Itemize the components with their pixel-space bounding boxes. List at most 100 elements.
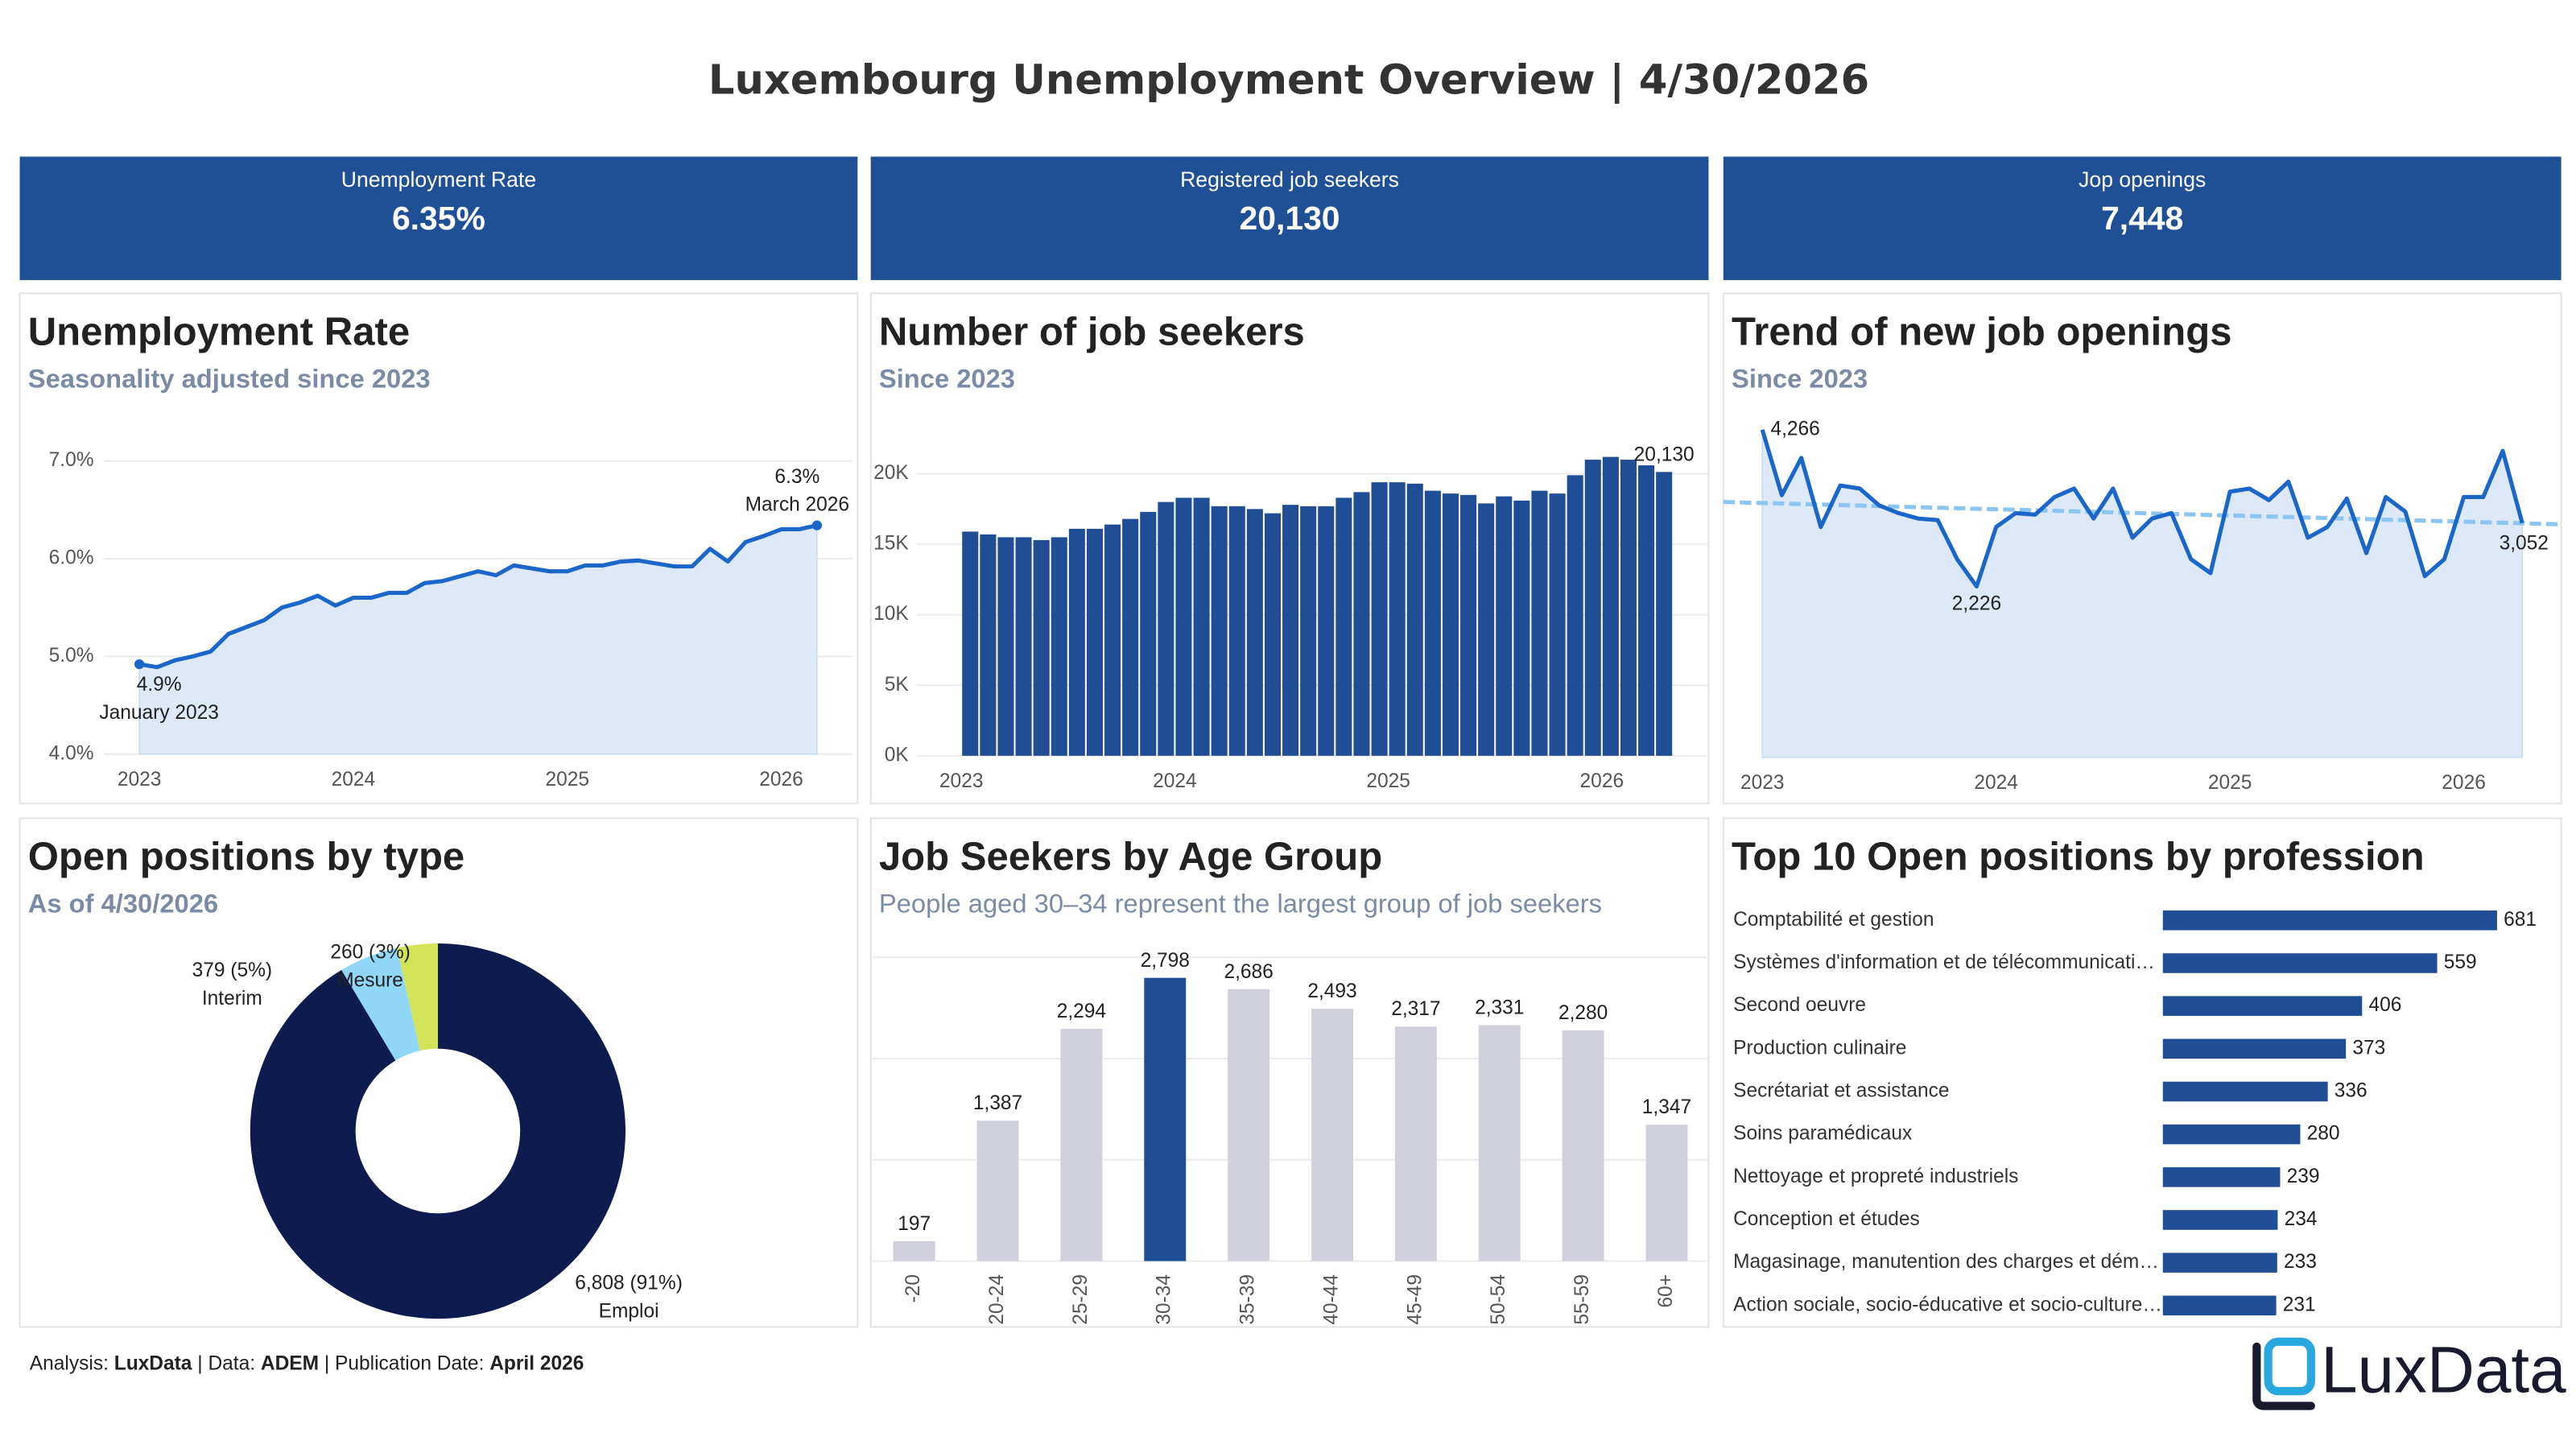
bar bbox=[1060, 1029, 1103, 1261]
chart-subtitle: Since 2023 bbox=[879, 363, 1015, 393]
bar bbox=[2162, 1124, 2301, 1145]
trend-line bbox=[1723, 500, 2562, 526]
bar bbox=[1158, 502, 1174, 756]
data-label: 1,347 bbox=[1642, 1096, 1691, 1118]
y-tick-label: 4.0% bbox=[49, 742, 94, 764]
bar bbox=[1144, 977, 1187, 1261]
annotation: March 2026 bbox=[745, 494, 849, 516]
data-label: 260 (3%) bbox=[330, 942, 410, 964]
bar bbox=[1228, 989, 1270, 1261]
x-tick-label: 2023 bbox=[939, 770, 984, 792]
kpi-value: 20,130 bbox=[1240, 200, 1340, 237]
bar bbox=[1478, 503, 1495, 756]
data-label: 2,226 bbox=[1952, 592, 2001, 614]
y-tick-label: 6.0% bbox=[49, 547, 94, 568]
x-tick-label: 2024 bbox=[1974, 772, 2018, 794]
category-label: Conception et études bbox=[1733, 1208, 1920, 1230]
bar bbox=[2162, 1210, 2278, 1230]
kpi-card bbox=[870, 156, 1709, 280]
category-label: Soins paramédicaux bbox=[1733, 1123, 1912, 1145]
slice bbox=[250, 943, 625, 1319]
y-tick-label: 20K bbox=[873, 462, 909, 484]
panel bbox=[1722, 817, 2562, 1328]
bar bbox=[1104, 524, 1121, 756]
category-label: Comptabilité et gestion bbox=[1733, 909, 1934, 931]
chart-title: Number of job seekers bbox=[879, 310, 1305, 353]
bar bbox=[997, 537, 1014, 756]
data-label: 2,294 bbox=[1057, 1001, 1106, 1022]
bar bbox=[1562, 1030, 1604, 1261]
data-label: 406 bbox=[2368, 994, 2401, 1016]
x-tick-label: 50-54 bbox=[1488, 1274, 1509, 1325]
x-tick-label: 2026 bbox=[759, 769, 803, 791]
bar bbox=[962, 531, 979, 756]
bar bbox=[2162, 910, 2497, 931]
x-tick-label: 2024 bbox=[1153, 770, 1197, 792]
point bbox=[134, 658, 145, 670]
line bbox=[1760, 429, 2524, 589]
bar bbox=[1051, 537, 1067, 756]
chart-title: Trend of new job openings bbox=[1732, 310, 2231, 353]
bar bbox=[1371, 482, 1388, 756]
chart-subtitle: As of 4/30/2026 bbox=[28, 889, 218, 919]
y-tick-label: 5.0% bbox=[49, 645, 94, 667]
data-label: 2,317 bbox=[1391, 998, 1440, 1020]
bar bbox=[1264, 513, 1281, 756]
category-label: Interim bbox=[202, 988, 262, 1009]
bar bbox=[1638, 465, 1655, 756]
logo-shape bbox=[2264, 1337, 2315, 1396]
x-tick-label: 2026 bbox=[2442, 772, 2486, 794]
x-tick-label: 2023 bbox=[118, 769, 162, 791]
bar bbox=[1211, 506, 1228, 756]
x-tick-label: 2023 bbox=[1740, 772, 1785, 794]
bar bbox=[1584, 460, 1601, 756]
footer-label: | Data: bbox=[197, 1353, 255, 1375]
data-label: 2,798 bbox=[1141, 950, 1190, 972]
y-tick-label: 10K bbox=[873, 603, 909, 625]
chart-title: Top 10 Open positions by profession bbox=[1732, 836, 2425, 879]
bar bbox=[1602, 456, 1619, 756]
line bbox=[138, 523, 818, 670]
chart-title: Job Seekers by Age Group bbox=[879, 836, 1382, 879]
bar bbox=[1335, 497, 1352, 756]
bar bbox=[2162, 1295, 2277, 1316]
bar bbox=[1175, 497, 1192, 756]
page-title: Luxembourg Unemployment Overview | 4/30/… bbox=[708, 57, 1869, 105]
bar bbox=[1394, 1026, 1437, 1261]
chart-subtitle: Seasonality adjusted since 2023 bbox=[28, 363, 431, 393]
data-label: 379 (5%) bbox=[192, 960, 272, 981]
bar bbox=[1567, 475, 1583, 756]
data-label: 4.9% bbox=[137, 674, 182, 696]
kpi-label: Registered job seekers bbox=[1180, 167, 1399, 192]
data-label: 280 bbox=[2307, 1123, 2340, 1145]
y-tick-label: 7.0% bbox=[49, 449, 94, 471]
x-tick-label: 55-59 bbox=[1571, 1274, 1593, 1325]
x-tick-label: 20-24 bbox=[986, 1274, 1008, 1325]
bar bbox=[2162, 996, 2363, 1016]
category-label: Production culinaire bbox=[1733, 1037, 1906, 1059]
data-label: 2,331 bbox=[1475, 997, 1524, 1018]
data-label: 3,052 bbox=[2500, 533, 2549, 555]
bar bbox=[1513, 500, 1530, 756]
point bbox=[811, 520, 823, 530]
y-tick-label: 15K bbox=[873, 533, 909, 555]
bar bbox=[1300, 506, 1317, 756]
footer: Analysis: LuxData | Data: ADEM | Publica… bbox=[30, 1353, 584, 1375]
bar bbox=[1015, 537, 1032, 756]
data-label: 2,280 bbox=[1558, 1002, 1608, 1024]
x-tick-label: 2025 bbox=[545, 769, 589, 791]
bar bbox=[1122, 518, 1139, 756]
bar bbox=[1656, 472, 1673, 756]
data-label: 239 bbox=[2287, 1166, 2320, 1187]
bar bbox=[1228, 506, 1245, 756]
bar bbox=[1406, 483, 1423, 756]
bar bbox=[2162, 1253, 2277, 1273]
annotation: January 2023 bbox=[99, 702, 219, 724]
x-tick-label: 2024 bbox=[332, 769, 376, 791]
data-label: 20,130 bbox=[1634, 444, 1695, 465]
y-tick-label: 5K bbox=[885, 674, 910, 696]
x-tick-label: 40-44 bbox=[1320, 1274, 1342, 1325]
data-label: 6.3% bbox=[774, 466, 819, 488]
category-label: Second oeuvre bbox=[1733, 994, 1866, 1016]
